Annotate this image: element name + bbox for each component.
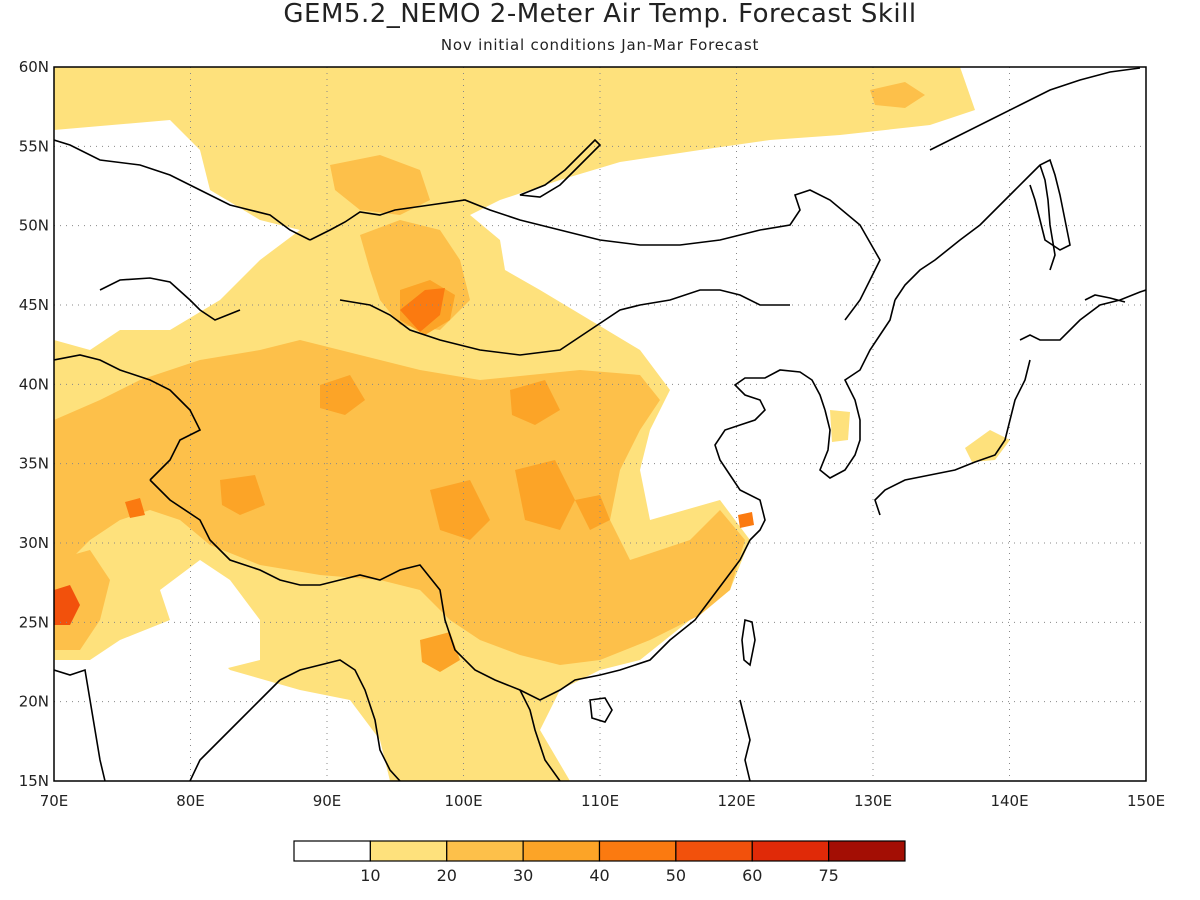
legend-swatch	[446, 840, 524, 862]
coastline-kuril	[1084, 294, 1126, 303]
legend-label: 40	[589, 866, 609, 885]
skill-region-karakoram	[220, 475, 265, 515]
latitude-tick-label: 45N	[19, 296, 49, 314]
map-gridlines	[54, 67, 1146, 781]
coastline-india-east	[189, 679, 281, 781]
coastline-korea	[819, 299, 896, 479]
coastline-hainan	[589, 697, 613, 723]
skill-region-japan-patch	[965, 430, 1010, 462]
legend-swatch	[522, 840, 601, 862]
latitude-tick-label: 55N	[19, 137, 49, 155]
color-legend: 10 20 30 40 50 60 75	[293, 840, 906, 885]
legend-swatch	[598, 840, 677, 862]
coastline-indochina	[519, 689, 561, 781]
legend-label: 50	[666, 866, 686, 885]
coastline-russia-far-east	[894, 158, 1071, 301]
figure-subtitle: Nov initial conditions Jan-Mar Forecast	[441, 36, 759, 54]
coastline-sakhalin	[1039, 164, 1056, 271]
skill-region-korea-patch	[830, 410, 850, 442]
coastline-india-west	[54, 668, 106, 781]
coastline-china-east	[714, 369, 826, 541]
coastline-okhotsk	[929, 67, 1141, 151]
longitude-tick-label: 140E	[990, 792, 1028, 810]
longitude-tick-label: 80E	[176, 792, 205, 810]
latitude-tick-label: 15N	[19, 772, 49, 790]
latitude-tick-label: 30N	[19, 534, 49, 552]
longitude-tick-label: 90E	[313, 792, 342, 810]
latitude-tick-label: 40N	[19, 375, 49, 393]
skill-region-central-china	[515, 460, 575, 530]
skill-region-tarim	[320, 375, 365, 415]
legend-label: 60	[742, 866, 762, 885]
legend-label: 30	[513, 866, 533, 885]
longitude-tick-label: 110E	[581, 792, 619, 810]
longitude-tick-label: 130E	[854, 792, 892, 810]
skill-region-pakistan-peak	[54, 585, 80, 625]
skill-region-kamchatka	[870, 82, 925, 108]
border-kazakh-russia	[309, 189, 881, 321]
latitude-tick-labels: 15N 20N 25N 30N 35N 40N 45N 50N 55N 60N	[19, 58, 49, 790]
skill-region-kashmir-peak	[125, 498, 145, 518]
skill-gap-siberia	[54, 120, 300, 350]
legend-swatch	[293, 840, 371, 862]
skill-region-dzungaria-peak	[400, 288, 445, 332]
skill-region-central-asia	[54, 340, 745, 665]
skill-region-yunnan	[420, 632, 460, 672]
legend-swatch	[828, 840, 906, 862]
skill-gap-india-south	[160, 560, 260, 670]
legend-label: 10	[360, 866, 380, 885]
skill-region-shanghai-peak	[738, 512, 754, 528]
map-frame	[53, 66, 1147, 782]
coastline-caspian-aral	[99, 277, 241, 321]
coastline-taiwan	[741, 618, 756, 667]
latitude-tick-label: 50N	[19, 217, 49, 235]
figure-title: GEM5.2_NEMO 2-Meter Air Temp. Forecast S…	[283, 0, 916, 29]
coastline-india-bengal	[279, 659, 401, 781]
latitude-tick-label: 35N	[19, 455, 49, 473]
skill-region-sichuan	[430, 480, 490, 540]
coastline-japan-honshu	[874, 359, 1031, 516]
legend-swatch	[369, 840, 448, 862]
longitude-tick-label: 70E	[40, 792, 69, 810]
coastline-arctic-siberia	[54, 139, 311, 241]
coastline-japan-hokkaido	[1019, 289, 1146, 341]
longitude-tick-labels: 70E 80E 90E 100E 110E 120E 130E 140E 150E	[40, 792, 1165, 810]
legend-swatch	[751, 840, 830, 862]
skill-region-loess	[510, 380, 560, 425]
skill-shading	[54, 67, 1010, 781]
legend-label: 20	[437, 866, 457, 885]
longitude-tick-label: 150E	[1127, 792, 1165, 810]
skill-region-guizhou	[575, 495, 610, 530]
border-mongolia-china	[339, 289, 790, 356]
skill-gap-mongolia-east	[510, 200, 740, 340]
border-china-central-asia	[54, 354, 202, 481]
legend-swatch	[675, 840, 753, 862]
legend-label: 75	[818, 866, 838, 885]
latitude-tick-label: 60N	[19, 58, 49, 76]
coastline-baikal	[519, 138, 602, 198]
border-himalaya	[149, 479, 751, 701]
longitude-tick-label: 100E	[444, 792, 482, 810]
coastline-philippines	[739, 699, 751, 781]
latitude-tick-label: 25N	[19, 613, 49, 631]
latitude-tick-label: 20N	[19, 693, 49, 711]
longitude-tick-label: 120E	[717, 792, 755, 810]
skill-region-siberia-north	[330, 155, 430, 215]
coastlines-and-borders	[54, 67, 1146, 781]
